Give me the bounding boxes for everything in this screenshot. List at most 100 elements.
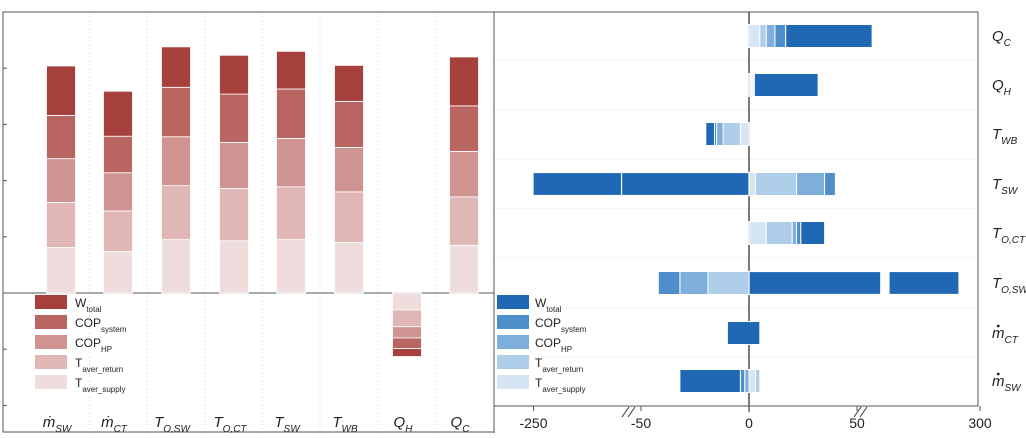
right-bar-segment — [825, 173, 836, 196]
right-legend-label-sub: system — [561, 325, 587, 334]
right-legend-label-sub: aver_return — [542, 365, 583, 374]
right-y-label: TO,SW — [992, 275, 1026, 296]
left-legend-label-sub: total — [86, 305, 101, 314]
right-bar-segment — [792, 222, 796, 245]
left-bar-segment — [104, 91, 133, 136]
right-legend-swatch — [497, 295, 529, 309]
right-y-label-sub: O,SW — [1001, 285, 1026, 296]
right-bar-segment — [533, 173, 624, 196]
left-bar-segment — [335, 147, 364, 191]
left-bar-segment — [47, 247, 76, 293]
left-x-label-main: ṁ — [101, 414, 114, 431]
right-y-label-dot — [997, 325, 1000, 328]
right-y-label: TSW — [992, 176, 1019, 197]
right-y-label: TWB — [992, 126, 1018, 147]
right-bar-segment — [680, 370, 740, 393]
right-legend-label-main: COP — [535, 336, 561, 350]
right-bar-segment — [622, 173, 749, 196]
right-x-tick: -250 — [519, 415, 547, 431]
right-legend-label: COPsystem — [535, 316, 587, 334]
right-x-tick: -50 — [631, 415, 651, 431]
right-y-label-dot — [997, 373, 1000, 376]
right-bar-segment — [801, 222, 825, 245]
right-legend-swatch — [497, 355, 529, 369]
right-bar-segment — [740, 370, 744, 393]
right-bar-segment — [760, 25, 766, 48]
right-y-label: QH — [992, 77, 1012, 98]
right-bar-segment — [766, 222, 792, 245]
right-bar-segment — [749, 173, 755, 196]
right-y-label-sub: O,CT — [1001, 235, 1026, 246]
right-bar-segment — [786, 25, 872, 48]
left-bar-segment — [335, 101, 364, 147]
right-y-label-main: Q — [992, 28, 1004, 45]
left-bar-segment — [277, 240, 306, 293]
left-bar-segment — [162, 87, 191, 136]
right-legend-label-sub: HP — [561, 345, 572, 354]
left-bar-segment — [162, 186, 191, 240]
left-bar-segment — [47, 115, 76, 158]
right-y-label-sub: SW — [1005, 383, 1023, 394]
right-legend-swatch — [497, 335, 529, 349]
right-legend-label-main: W — [535, 296, 547, 310]
left-bar-segment — [450, 197, 479, 245]
right-bar-segment — [706, 123, 715, 146]
left-bar-segment — [47, 159, 76, 203]
left-bar-segment — [104, 211, 133, 251]
right-bar-segment — [745, 370, 749, 393]
left-legend-swatch — [35, 315, 67, 329]
left-legend-label-main: W — [75, 296, 87, 310]
left-bar-segment — [277, 89, 306, 138]
right-y-label-sub: WB — [1001, 136, 1017, 147]
right-bar-segment — [708, 272, 753, 295]
right-bar-segment — [749, 370, 755, 393]
right-bar-segment — [749, 25, 760, 48]
left-bar-segment — [393, 338, 422, 349]
right-y-label-main: m — [992, 325, 1005, 342]
left-x-label-main: ṁ — [43, 414, 56, 431]
right-y-label: mCT — [992, 325, 1019, 346]
right-bar-segment — [658, 272, 680, 295]
right-bar-segment — [717, 123, 723, 146]
right-bar-segment — [727, 322, 759, 345]
right-y-label-sub: C — [1004, 38, 1012, 49]
left-bar-segment — [393, 349, 422, 357]
right-legend-label-sub: total — [546, 305, 561, 314]
left-bar-segment — [277, 138, 306, 186]
right-y-label-main: m — [992, 373, 1005, 390]
right-bar-segment — [680, 272, 708, 295]
right-legend-label: Taver_supply — [535, 376, 585, 394]
left-bar-segment — [335, 242, 364, 293]
right-y-label: QC — [992, 28, 1012, 49]
left-bar-segment — [162, 47, 191, 87]
left-bar-segment — [162, 240, 191, 293]
right-y-label: mSW — [992, 373, 1022, 394]
right-bar-segment — [766, 25, 775, 48]
left-bar-segment — [277, 187, 306, 240]
right-y-label-sub: H — [1004, 87, 1012, 98]
right-x-tick: 50 — [849, 415, 865, 431]
right-bar-segment — [797, 173, 825, 196]
left-bar-segment — [162, 137, 191, 186]
right-bar-segment — [889, 272, 959, 295]
right-bar-segment — [723, 123, 740, 146]
right-legend-label-main: COP — [535, 316, 561, 330]
right-bar-segment — [797, 222, 801, 245]
right-bar-segment — [754, 74, 818, 97]
left-legend-label-sub: HP — [101, 345, 112, 354]
axis-break-mark — [622, 407, 629, 417]
left-bar-segment — [277, 51, 306, 89]
left-bar-segment — [335, 192, 364, 243]
right-y-label: TO,CT — [992, 225, 1026, 246]
left-bar-segment — [104, 136, 133, 173]
right-y-label-sub: SW — [1001, 186, 1019, 197]
right-bar-segment — [775, 25, 786, 48]
right-legend-label: Taver_return — [535, 356, 583, 374]
left-bar-segment — [220, 188, 249, 240]
left-legend-swatch — [35, 375, 67, 389]
left-legend-swatch — [35, 335, 67, 349]
right-x-tick: 300 — [968, 415, 992, 431]
left-bar-segment — [450, 106, 479, 152]
left-legend-swatch — [35, 295, 67, 309]
